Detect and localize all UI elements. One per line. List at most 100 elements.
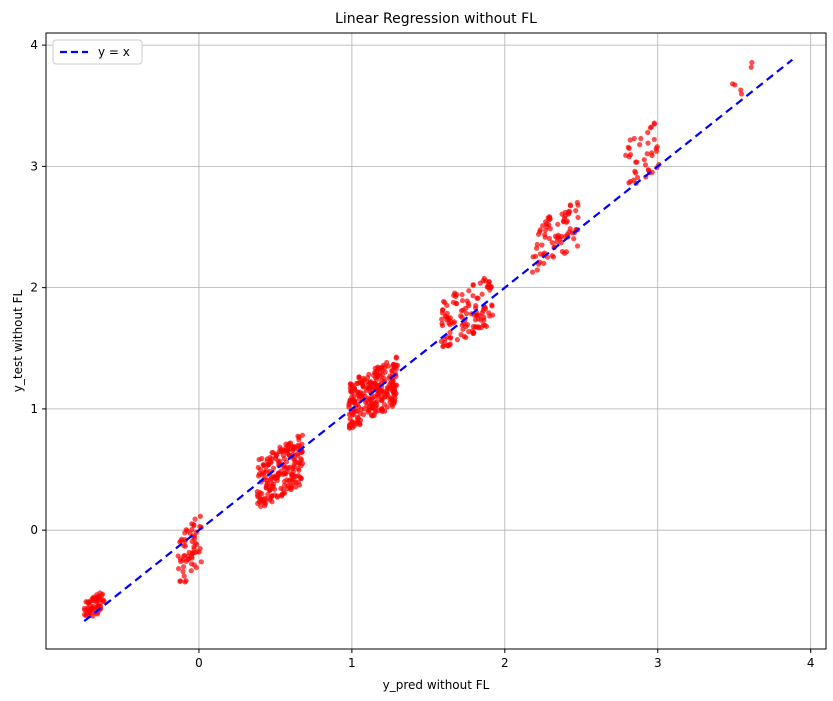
data-point (558, 233, 564, 239)
data-point (530, 254, 536, 260)
x-ticks: 0 1 2 3 4 (195, 649, 815, 670)
data-point (440, 307, 446, 313)
data-point (180, 568, 186, 575)
x-tick-label: 3 (654, 656, 662, 670)
data-point (188, 568, 194, 574)
data-point (634, 159, 640, 165)
data-point (642, 162, 649, 168)
data-point (554, 239, 560, 245)
data-point (463, 310, 470, 317)
data-point (631, 135, 637, 142)
data-point (354, 380, 360, 387)
data-point (357, 421, 363, 428)
data-point (347, 381, 354, 387)
data-point (459, 322, 465, 328)
data-point (281, 478, 288, 484)
data-point (537, 228, 543, 235)
data-point (479, 291, 485, 297)
data-point (479, 310, 485, 316)
data-point (366, 395, 372, 401)
data-point (574, 199, 580, 206)
data-point (175, 553, 181, 559)
data-point (94, 603, 100, 609)
data-point (191, 522, 197, 529)
data-point (486, 279, 492, 286)
data-point (463, 334, 469, 341)
data-point (356, 375, 362, 381)
data-point (393, 390, 399, 397)
data-point (542, 234, 548, 240)
data-point (279, 491, 286, 498)
y-axis-label: y_test without FL (11, 289, 25, 392)
data-point (85, 605, 91, 611)
data-point (364, 375, 371, 381)
data-point (258, 503, 264, 510)
data-point (369, 395, 375, 401)
y-tick-label: 3 (30, 159, 38, 173)
data-point (440, 298, 447, 305)
data-point (295, 465, 301, 472)
data-point (460, 326, 466, 332)
legend-box (52, 39, 143, 65)
data-point (443, 314, 449, 320)
scatter-points (81, 59, 755, 619)
data-point (280, 452, 286, 459)
data-point (287, 464, 293, 470)
data-point (374, 398, 380, 405)
data-point (544, 224, 550, 230)
data-point (644, 151, 650, 157)
data-point (298, 475, 304, 482)
data-point (299, 432, 306, 438)
data-point (470, 293, 476, 299)
data-point (444, 302, 450, 308)
data-point (623, 152, 629, 158)
data-point (257, 499, 263, 505)
data-point (541, 260, 547, 266)
data-point (292, 457, 298, 463)
data-point (265, 491, 271, 498)
data-point (188, 561, 195, 567)
data-point (378, 397, 385, 404)
data-point (371, 380, 378, 386)
data-point (651, 136, 657, 143)
data-point (373, 368, 379, 374)
data-point (390, 363, 396, 369)
data-point (193, 565, 199, 571)
data-point (445, 342, 451, 348)
legend-label: y = x (98, 45, 130, 59)
data-point (101, 598, 107, 604)
data-point (254, 492, 261, 498)
data-point (289, 472, 295, 478)
data-point (380, 362, 387, 368)
y-ticks: 0 1 2 3 4 (30, 38, 46, 537)
data-point (447, 335, 453, 341)
data-point (466, 288, 472, 294)
data-point (81, 612, 88, 618)
data-point (263, 485, 270, 491)
data-point (453, 300, 459, 306)
data-point (257, 466, 264, 473)
data-point (266, 461, 272, 468)
data-point (451, 319, 457, 325)
data-point (296, 437, 302, 443)
y-tick-label: 4 (30, 38, 38, 52)
data-point (384, 389, 390, 395)
data-point (454, 337, 460, 343)
data-point (260, 470, 266, 476)
data-point (478, 324, 484, 331)
data-point (185, 556, 191, 563)
data-point (626, 180, 632, 186)
data-point (346, 402, 352, 408)
data-point (288, 484, 295, 490)
data-point (274, 451, 280, 457)
data-point (573, 208, 579, 214)
chart-title: Linear Regression without FL (335, 11, 537, 27)
data-point (539, 242, 545, 248)
data-point (262, 495, 268, 501)
data-point (296, 482, 303, 488)
data-point (262, 474, 268, 480)
data-point (566, 208, 572, 214)
data-point (95, 594, 101, 600)
data-point (529, 269, 536, 275)
